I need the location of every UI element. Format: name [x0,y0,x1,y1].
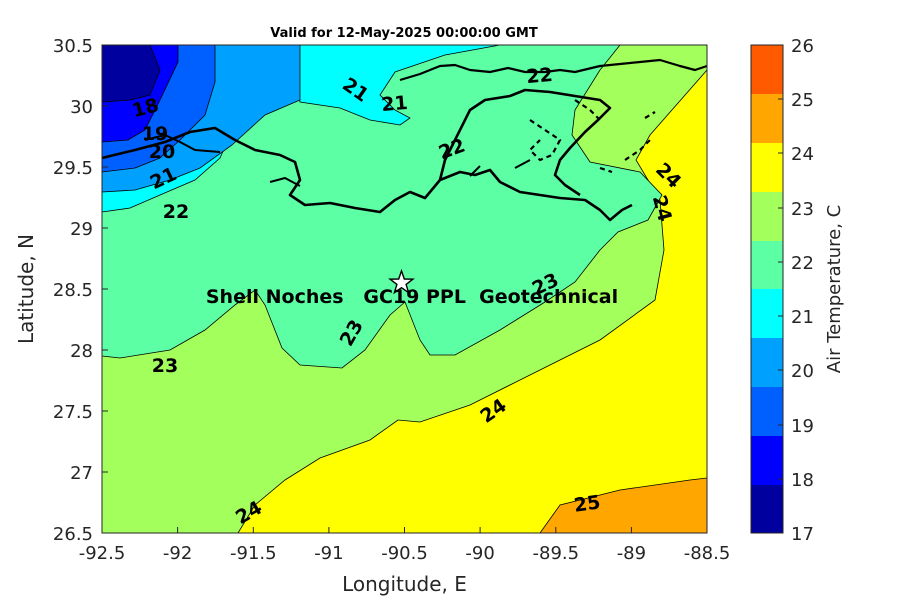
colorbar: 26 25 24 23 22 21 20 19 18 17 Air Temper… [750,36,845,545]
colorbar-swatch [751,94,783,143]
x-tick-label: -90.5 [381,543,428,564]
y-tick-label: 27.5 [53,402,93,423]
colorbar-tick-label: 24 [791,144,814,165]
x-axis: -92.5 -92 -91.5 -91 -90.5 -90 -89.5 -89 … [79,527,731,596]
y-tick-label: 29.5 [53,158,93,179]
colorbar-tick-label: 20 [791,361,814,382]
coastline-upper [399,58,707,82]
contour-label: 20 [149,141,175,163]
x-tick-label: -91.5 [230,543,277,564]
colorbar-tick-label: 25 [791,90,814,111]
y-tick-label: 30 [70,97,93,118]
y-axis-label: Latitude, N [14,234,38,344]
band-17-18 [102,45,161,103]
colorbar-tick-label: 17 [791,524,814,545]
band-25-26 [539,477,707,533]
contour-label: 22 [525,64,553,88]
colorbar-tick-label: 18 [791,470,814,491]
x-axis-label: Longitude, E [342,572,467,596]
x-tick-label: -89.5 [533,543,580,564]
colorbar-swatch [751,143,783,192]
y-tick-label: 27 [70,463,93,484]
x-tick-label: -92 [163,543,192,564]
map-title: Valid for 12-May-2025 00:00:00 GMT [270,26,538,41]
y-tick-label: 29 [70,219,93,240]
y-tick-label: 28 [70,341,93,362]
x-tick-label: -91 [314,543,343,564]
colorbar-swatch [751,387,783,436]
colorbar-swatch [751,192,783,241]
y-tick-label: 26.5 [53,524,93,545]
colorbar-swatch [751,485,783,533]
colorbar-tick-label: 21 [791,307,814,328]
colorbar-tick-label: 26 [791,36,814,57]
colorbar-swatch [751,436,783,485]
contour-label: 23 [152,355,178,377]
y-tick-label: 30.5 [53,36,93,57]
contour-label: 19 [142,123,168,145]
coastline-marsh [528,99,656,174]
coastline [102,126,633,222]
x-tick-label: -90 [465,543,494,564]
contour-label: 25 [573,491,602,516]
colorbar-tick-label: 22 [791,253,814,274]
contour-label: 22 [163,201,189,223]
y-tick-label: 28.5 [53,280,93,301]
contour-label: 21 [380,92,408,116]
coastline-inland [438,88,612,197]
colorbar-swatch [751,45,783,94]
colorbar-label: Air Temperature, C [824,205,845,373]
colorbar-tick-label: 19 [791,416,814,437]
x-tick-label: -92.5 [79,543,126,564]
colorbar-swatch [751,338,783,387]
site-label: Shell Noches GC19 PPL Geotechnical [206,286,618,308]
colorbar-swatch [751,241,783,289]
coastline-islands [144,134,531,187]
y-axis: 30.5 30 29.5 29 28.5 28 27.5 27 26.5 Lat… [14,36,108,545]
colorbar-tick-label: 23 [791,199,814,220]
x-tick-label: -88.5 [684,543,731,564]
x-tick-label: -89 [617,543,646,564]
star-icon [388,268,415,295]
colorbar-swatch [751,289,783,338]
